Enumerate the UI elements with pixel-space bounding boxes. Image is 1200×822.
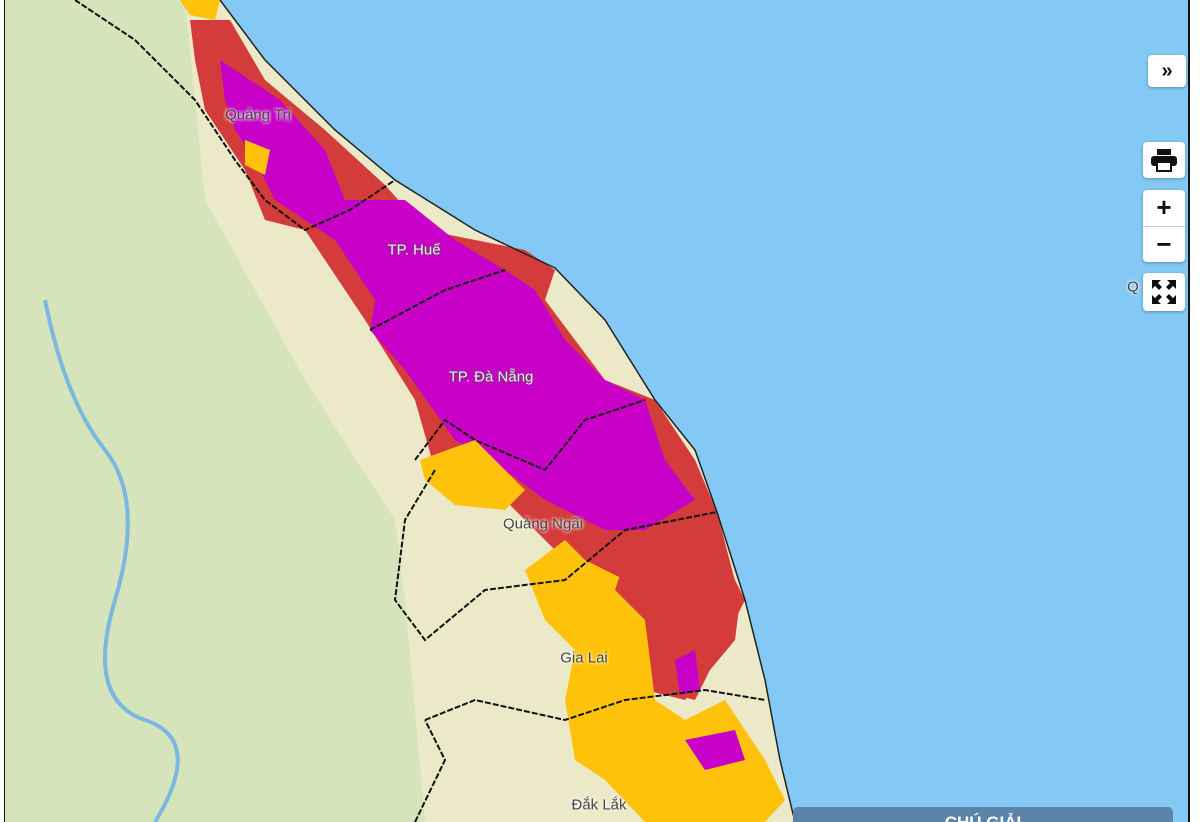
fullscreen-icon: [1152, 280, 1176, 304]
region-red-2: [615, 520, 745, 700]
river: [43, 299, 180, 822]
printer-icon: [1151, 149, 1177, 172]
map-layer: [5, 0, 796, 822]
collapse-panel-button[interactable]: »: [1148, 55, 1186, 87]
fullscreen-button[interactable]: [1143, 273, 1185, 311]
label-quang-ngai: Quảng Ngãi: [502, 515, 584, 533]
label-offscreen: Q: [1127, 278, 1139, 296]
region-magenta-2: [675, 650, 745, 770]
coastline: [219, 0, 796, 822]
region-yellow-3: [180, 0, 270, 175]
zoom-out-button[interactable]: −: [1156, 228, 1172, 259]
region-magenta: [220, 60, 695, 530]
map-canvas[interactable]: Quảng Trị TP. Huế TP. Đà Nẵng Quảng Ngãi…: [4, 0, 1190, 822]
label-quang-tri: Quảng Trị: [225, 106, 291, 124]
zoom-control: + −: [1143, 190, 1185, 262]
label-dak-lak: Đắk Lắk: [571, 796, 627, 814]
zoom-in-button[interactable]: +: [1143, 190, 1185, 227]
label-hue: TP. Huế: [387, 241, 441, 259]
print-button[interactable]: [1143, 142, 1185, 178]
legend-toggle[interactable]: CHÚ GIẢI: [793, 807, 1173, 822]
region-yellow-1: [420, 440, 525, 510]
label-da-nang: TP. Đà Nẵng: [448, 368, 534, 386]
label-gia-lai: Gia Lai: [560, 649, 608, 667]
province-borders: [74, 0, 766, 822]
